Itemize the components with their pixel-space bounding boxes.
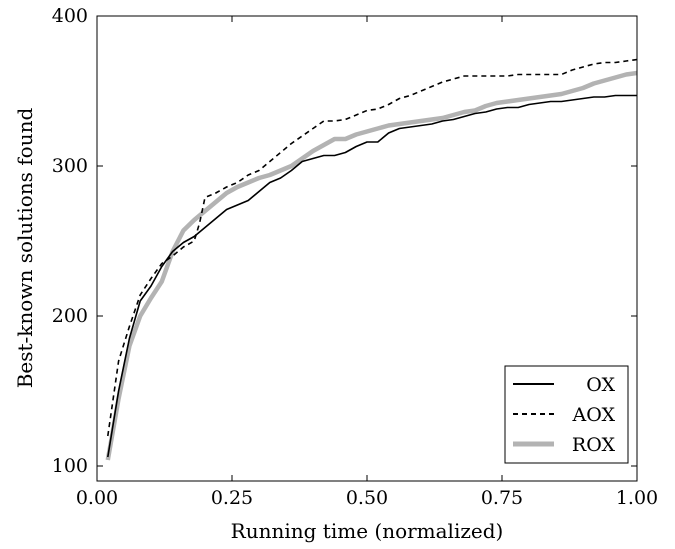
series-line-rox — [105, 70, 638, 461]
y-axis-label: Best-known solutions found — [13, 108, 37, 389]
x-tick-label: 0.50 — [346, 487, 388, 509]
series-line-aox — [107, 58, 638, 437]
series-layer — [105, 58, 638, 461]
x-tick-label: 1.00 — [616, 487, 658, 509]
y-tick-label: 100 — [52, 455, 88, 477]
legend-label-ox: OX — [586, 374, 615, 396]
legend: OX AOX ROX — [504, 365, 629, 464]
x-axis-tick-labels: 0.00 0.25 0.50 0.75 1.00 — [76, 487, 658, 509]
x-tick-label: 0.75 — [481, 487, 523, 509]
y-tick-label: 300 — [52, 155, 88, 177]
x-tick-label: 0.00 — [76, 487, 118, 509]
legend-label-aox: AOX — [572, 404, 616, 426]
legend-label-rox: ROX — [572, 434, 616, 456]
axis-ticks — [96, 15, 638, 481]
y-tick-label: 200 — [52, 305, 88, 327]
y-tick-label: 400 — [52, 5, 88, 27]
x-tick-label: 0.25 — [211, 487, 253, 509]
y-axis-tick-labels: 100 200 300 400 — [52, 5, 88, 477]
x-axis-label: Running time (normalized) — [231, 519, 504, 543]
